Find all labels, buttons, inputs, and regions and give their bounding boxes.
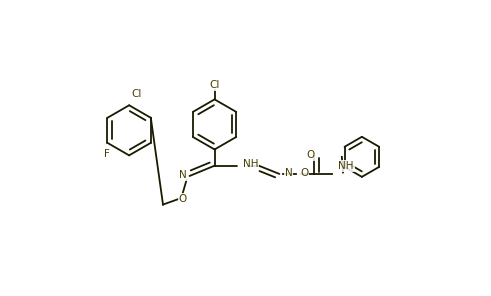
- Text: N: N: [179, 170, 187, 180]
- Text: NH: NH: [243, 159, 259, 169]
- Text: N: N: [285, 168, 293, 178]
- Text: F: F: [104, 149, 110, 159]
- Text: NH: NH: [338, 161, 354, 171]
- Text: Cl: Cl: [132, 89, 142, 99]
- Text: O: O: [300, 168, 308, 178]
- Text: O: O: [306, 150, 315, 160]
- Text: Cl: Cl: [209, 80, 220, 90]
- Text: O: O: [178, 194, 187, 204]
